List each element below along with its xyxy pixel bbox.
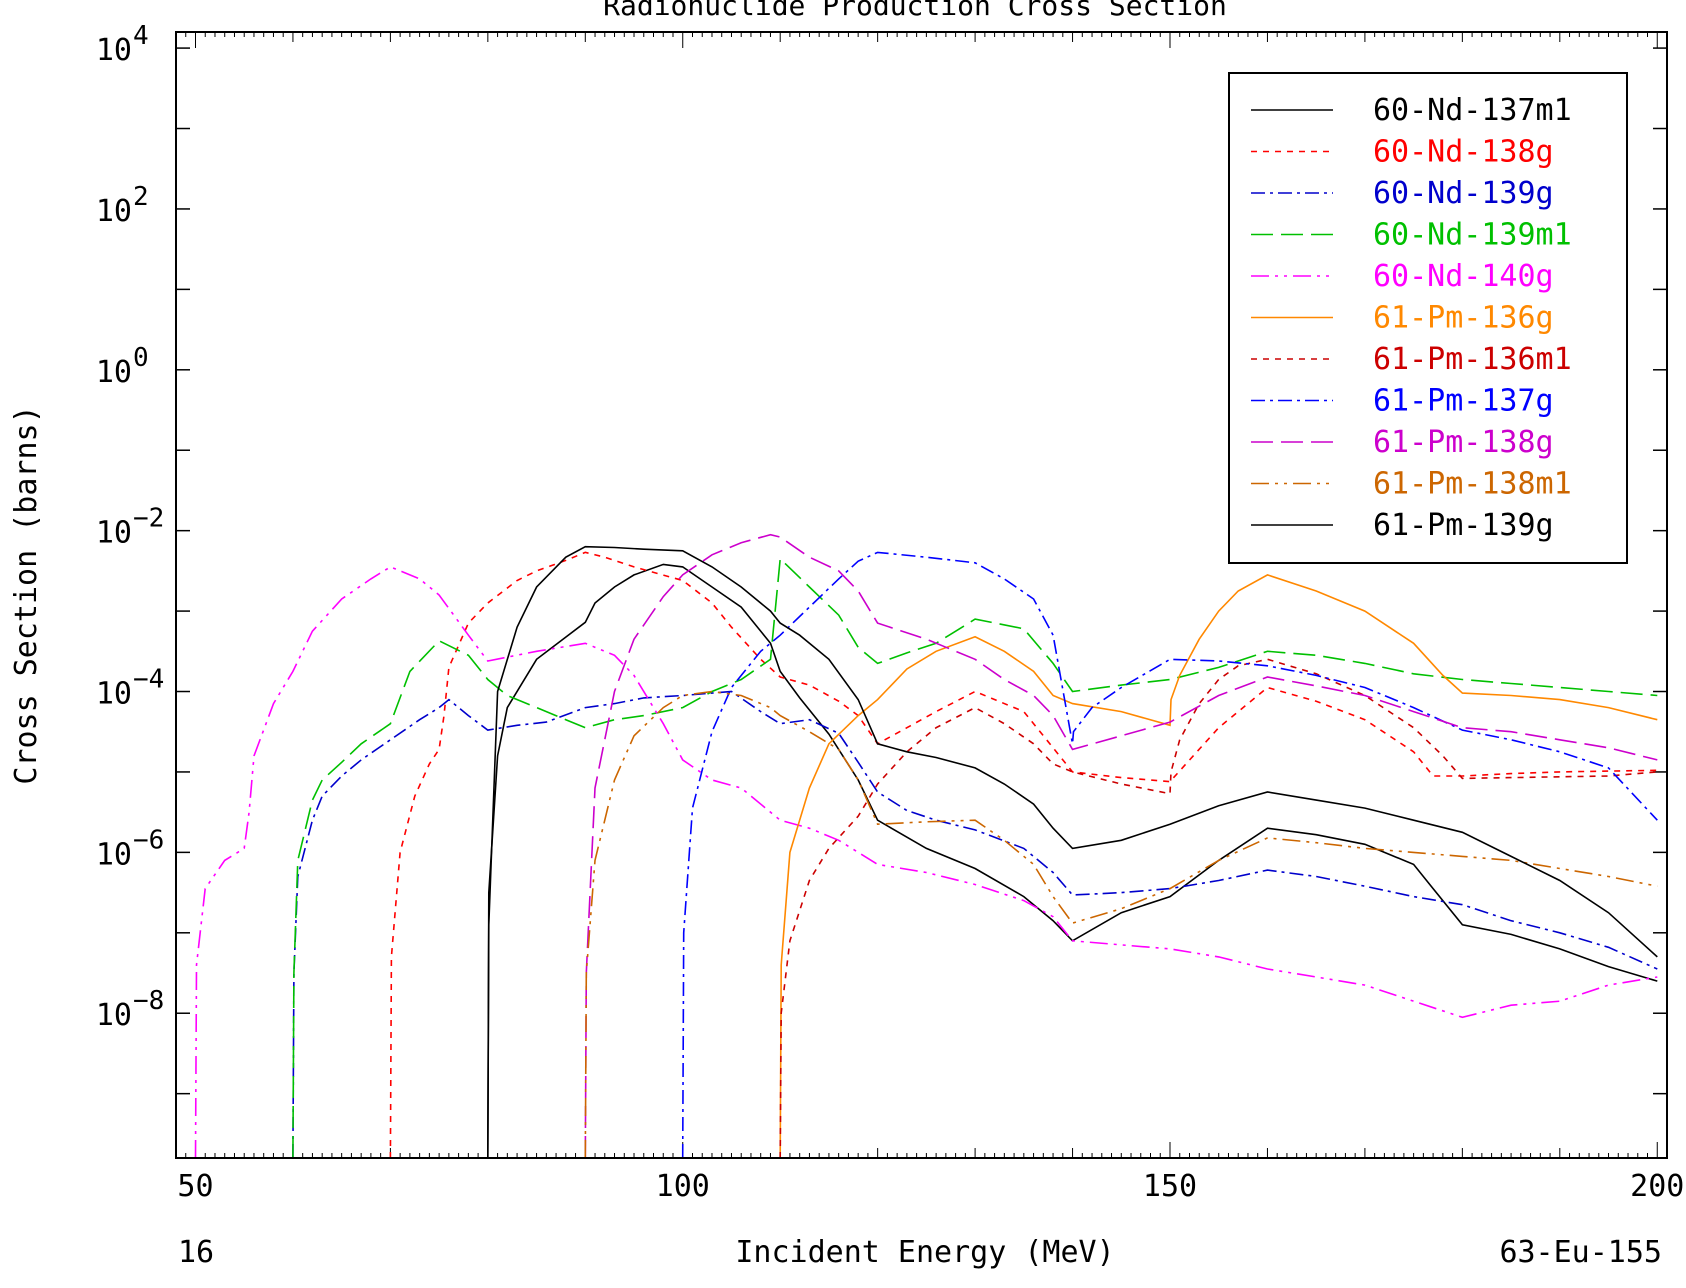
plot-frame [175, 31, 1668, 1159]
series-line [194, 566, 1658, 1158]
x-axis-label: Incident Energy (MeV) [735, 1235, 1114, 1270]
y-tick-exponent: −4 [133, 665, 164, 695]
legend-label: 61-Pm-136m1 [1373, 342, 1572, 377]
corner-left-label: 16 [178, 1235, 214, 1270]
legend-label: 60-Nd-137m1 [1373, 93, 1572, 128]
y-tick-label: 10 [96, 194, 132, 229]
series-line [779, 658, 1658, 1158]
series-line [584, 533, 1658, 1158]
y-axis-label: Cross Section (barns) [9, 405, 44, 784]
y-tick-exponent: −6 [133, 825, 164, 855]
x-tick-labels: 50 100 150 200 [177, 1169, 1684, 1204]
legend-label: 60-Nd-139m1 [1373, 218, 1572, 253]
y-tick-label: 10 [96, 33, 132, 68]
legend-label: 61-Pm-136g [1373, 301, 1554, 336]
chart-title: Radionuclide Production Cross Section [603, 0, 1227, 22]
series-line [681, 551, 1658, 1158]
y-tick-exponent: −8 [133, 986, 164, 1016]
legend-label: 60-Nd-138g [1373, 135, 1554, 170]
legend-label: 60-Nd-140g [1373, 259, 1554, 294]
series-line [292, 690, 1658, 1158]
x-tick-label: 100 [656, 1169, 710, 1204]
y-tick-exponent: −2 [133, 504, 164, 534]
y-tick-exponent: 2 [133, 182, 149, 212]
series-line [584, 690, 1658, 1158]
y-tick-label: 10 [96, 998, 132, 1033]
series-line [292, 557, 1658, 1158]
y-tick-label: 10 [96, 677, 132, 712]
y-tick-label: 10 [96, 516, 132, 551]
x-tick-label: 150 [1143, 1169, 1197, 1204]
legend-label: 61-Pm-138g [1373, 425, 1554, 460]
series-line [486, 545, 1658, 1158]
x-tick-label: 200 [1630, 1169, 1684, 1204]
x-tick-label: 50 [177, 1169, 213, 1204]
y-tick-label: 10 [96, 355, 132, 390]
legend-label: 60-Nd-139g [1373, 176, 1554, 211]
legend-label: 61-Pm-138m1 [1373, 467, 1572, 502]
legend-label: 61-Pm-139g [1373, 508, 1554, 543]
series-line [779, 574, 1658, 1158]
y-tick-label: 10 [96, 837, 132, 872]
y-tick-exponent: 0 [133, 343, 149, 373]
legend-label: 61-Pm-137g [1373, 384, 1554, 419]
corner-right-label: 63-Eu-155 [1499, 1235, 1662, 1270]
y-tick-exponent: 4 [133, 21, 149, 51]
series-line [389, 551, 1658, 1158]
series-line [486, 563, 1658, 1158]
legend: 60-Nd-137m1 60-Nd-138g 60-Nd-139g 60-Nd-139… [1228, 72, 1628, 564]
series-layer [194, 533, 1658, 1158]
